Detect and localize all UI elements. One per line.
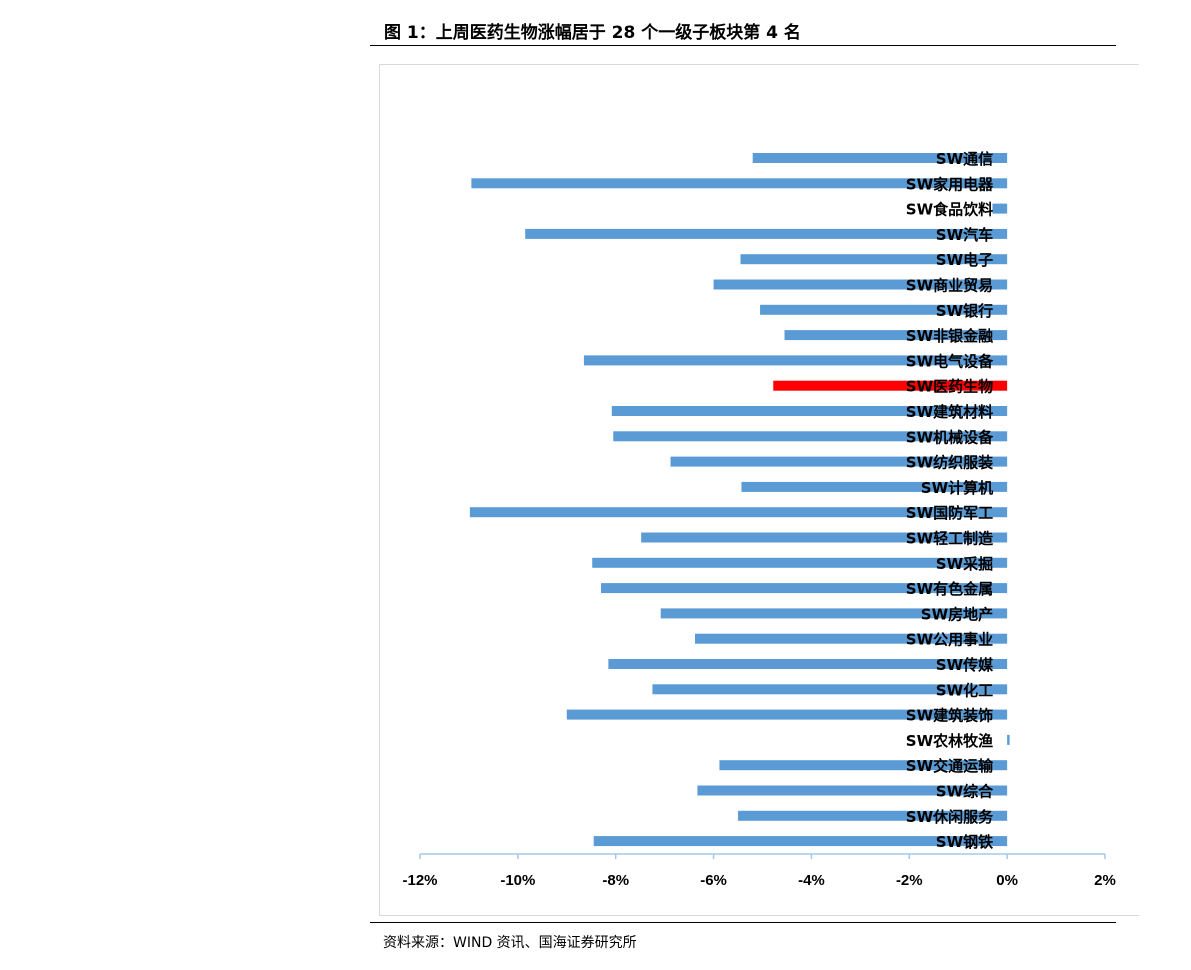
x-tick-label: -4% xyxy=(798,872,825,889)
category-label: SW计算机 xyxy=(921,479,993,497)
category-label: SW化工 xyxy=(936,681,993,699)
bar-5 xyxy=(740,254,1008,265)
bar-20 xyxy=(694,633,1008,644)
bottom-rule xyxy=(370,922,1116,923)
bar-22 xyxy=(652,684,1008,695)
category-label: SW食品饮料 xyxy=(906,201,993,219)
bar-12 xyxy=(613,431,1008,442)
x-axis: -12% -10% -8% -6% -4% -2% 0% 2% xyxy=(402,853,1116,889)
category-label: SW汽车 xyxy=(936,226,993,244)
bar-28 xyxy=(593,836,1008,847)
category-label: SW医药生物 xyxy=(906,378,993,396)
category-label: SW国防军工 xyxy=(906,504,993,522)
bar-27 xyxy=(738,810,1008,821)
category-label: SW建筑装饰 xyxy=(906,707,993,725)
bar-24 xyxy=(1007,734,1010,745)
bar-10 xyxy=(773,380,1008,391)
category-label: SW农林牧渔 xyxy=(906,732,993,750)
category-label: SW轻工制造 xyxy=(906,530,993,548)
x-tick-label: 0% xyxy=(996,872,1018,889)
category-label: SW休闲服务 xyxy=(906,808,994,826)
bar-14 xyxy=(741,481,1008,492)
bar-23 xyxy=(566,709,1008,720)
chart-frame xyxy=(379,64,1139,916)
category-labels-group: SW通信 SW家用电器 SW食品饮料 SW汽车 SW电子 SW商业贸易 SW银行 SW非银金融… xyxy=(906,150,994,851)
x-tick-label: 2% xyxy=(1094,872,1116,889)
x-tick-label: -6% xyxy=(700,872,727,889)
category-label: SW家用电器 xyxy=(906,175,994,193)
category-label: SW综合 xyxy=(936,783,994,801)
bar-7 xyxy=(760,304,1008,315)
category-label: SW房地产 xyxy=(921,605,993,623)
category-label: SW传媒 xyxy=(936,656,994,674)
figure-title: 图 1：上周医药生物涨幅居于 28 个一级子板块第 4 名 xyxy=(384,23,801,43)
bar-6 xyxy=(713,279,1008,290)
bar-4 xyxy=(525,228,1008,239)
category-label: SW采掘 xyxy=(936,555,993,573)
category-label: SW商业贸易 xyxy=(906,277,993,295)
bar-1 xyxy=(752,153,1008,163)
category-label: SW有色金属 xyxy=(906,580,993,598)
bar-19 xyxy=(660,608,1008,619)
category-label: SW电子 xyxy=(936,251,993,269)
category-label: SW钢铁 xyxy=(936,833,993,851)
bars-group xyxy=(469,153,1010,847)
x-tick-label: -8% xyxy=(602,872,629,889)
top-rule xyxy=(370,45,1116,46)
bar-17 xyxy=(592,557,1008,568)
category-label: SW公用事业 xyxy=(906,631,993,649)
category-label: SW非银金融 xyxy=(906,327,993,345)
bar-11 xyxy=(611,406,1008,416)
bar-8 xyxy=(784,330,1008,341)
category-label: SW纺织服装 xyxy=(906,454,994,472)
bar-2 xyxy=(471,178,1008,189)
x-tick-label: -2% xyxy=(896,872,923,889)
category-label: SW通信 xyxy=(936,150,993,168)
bar-13 xyxy=(670,456,1008,467)
bar-15 xyxy=(469,507,1008,518)
bar-26 xyxy=(697,785,1008,796)
x-tick-label: -10% xyxy=(500,872,535,889)
category-label: SW机械设备 xyxy=(906,428,994,446)
category-label: SW电气设备 xyxy=(906,352,994,370)
category-label: SW交通运输 xyxy=(906,757,994,775)
bar-9 xyxy=(583,355,1008,366)
bar-18 xyxy=(601,583,1008,594)
bar-21 xyxy=(608,659,1008,669)
bar-25 xyxy=(719,760,1008,771)
bar-3 xyxy=(992,203,1008,214)
bar-16 xyxy=(641,532,1008,543)
source-note: 资料来源：WIND 资讯、国海证券研究所 xyxy=(383,935,637,951)
category-label: SW建筑材料 xyxy=(906,403,993,421)
category-label: SW银行 xyxy=(936,302,993,320)
x-tick-label: -12% xyxy=(402,872,437,889)
